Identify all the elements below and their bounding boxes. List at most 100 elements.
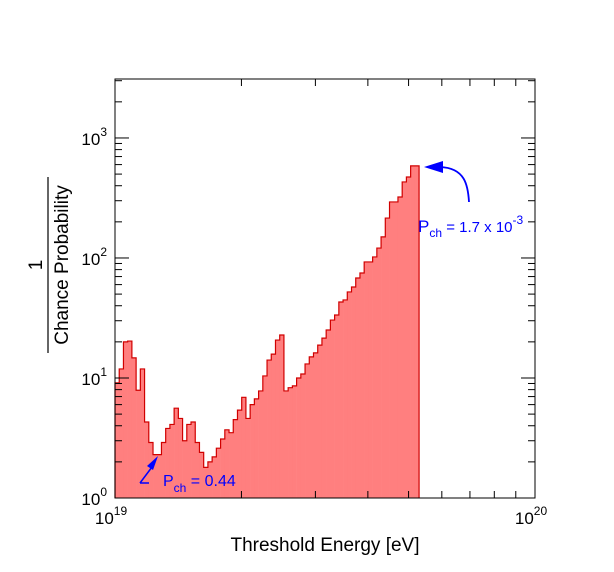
histogram-bar — [317, 345, 323, 498]
histogram-bar — [271, 354, 276, 498]
histogram-bar — [207, 461, 213, 498]
y-tick-label: 101 — [81, 365, 107, 389]
histogram-bar — [397, 197, 403, 498]
arrowhead-low-icon — [147, 456, 158, 470]
annotation-low-p: P — [163, 473, 174, 490]
histogram-bar — [224, 429, 230, 498]
histogram-bar — [140, 368, 145, 498]
histogram-bar — [220, 439, 226, 498]
x-tick-label: 1019 — [95, 504, 128, 528]
y-tick-exp: 3 — [100, 125, 107, 139]
x-tick-exp: 20 — [534, 504, 548, 518]
histogram-bar — [288, 387, 293, 498]
histogram-bar — [326, 330, 331, 498]
histogram-bar — [136, 390, 141, 498]
histogram-bar — [229, 432, 234, 498]
arrowhead-high-icon — [424, 161, 443, 173]
x-tick-exp: 19 — [114, 504, 128, 518]
histogram-bar — [212, 456, 217, 498]
annotation-low: Pch = 0.44 — [139, 456, 236, 495]
histogram-bar — [186, 424, 192, 498]
histogram-bar — [338, 301, 344, 498]
annotation-low-sub: ch — [174, 481, 187, 495]
histogram-bar — [165, 428, 171, 498]
histogram-bar — [393, 201, 399, 499]
histogram-bar — [321, 338, 327, 498]
histogram-bar — [157, 454, 162, 498]
histogram-bar — [283, 390, 289, 498]
y-axis-label: 1 Chance Probability — [26, 177, 73, 353]
y-tick-exp: 0 — [100, 485, 107, 499]
annotation-high-sub: ch — [429, 226, 442, 240]
histogram-bar — [148, 442, 154, 498]
histogram-outline — [114, 165, 420, 498]
histogram-bar — [330, 320, 335, 498]
histogram-bar — [169, 424, 175, 498]
histogram-bar — [127, 341, 133, 498]
y-tick-base: 10 — [81, 130, 100, 149]
y-tick-base: 10 — [81, 250, 100, 269]
x-tick-base: 10 — [95, 509, 114, 528]
y-label-numerator: 1 — [26, 260, 47, 271]
histogram-bar — [174, 408, 179, 498]
histogram-bar — [191, 421, 196, 498]
histogram-bar — [203, 467, 209, 498]
histogram-bar — [275, 340, 281, 498]
histogram-bar — [254, 398, 259, 498]
histogram-bar — [389, 201, 395, 499]
histogram-bar — [364, 261, 369, 498]
histogram-bar — [372, 256, 378, 498]
y-tick-exp: 1 — [100, 365, 107, 379]
histogram-bar — [296, 377, 302, 498]
histogram-bar — [216, 448, 221, 498]
histogram-bar — [178, 418, 183, 498]
histogram-bar — [119, 368, 124, 498]
histogram-bar — [233, 419, 238, 498]
annotation-high-text: = 1.7 x 10 — [442, 219, 512, 236]
plot-frame — [114, 78, 536, 499]
histogram-bar — [279, 335, 285, 498]
histogram-bar — [355, 278, 361, 498]
histogram-bar — [343, 299, 348, 498]
histogram-bar — [245, 418, 251, 498]
x-axis-label: Threshold Energy [eV] — [230, 535, 419, 556]
axis-ticks — [114, 79, 536, 499]
annotation-low-text: = 0.44 — [186, 473, 235, 490]
arrow-low-icon — [139, 466, 153, 484]
histogram-bar — [359, 272, 365, 498]
svg-text:Pch = 1.7 x 10-3: Pch = 1.7 x 10-3 — [418, 213, 523, 240]
histogram-bar — [385, 218, 390, 498]
histogram-bar — [267, 360, 272, 498]
svg-text:Pch = 0.44: Pch = 0.44 — [163, 473, 236, 495]
y-tick-label: 100 — [81, 485, 107, 509]
histogram-bar — [414, 165, 420, 498]
histogram-bar — [123, 341, 128, 498]
histogram-bar — [351, 287, 357, 498]
histogram-bar — [402, 181, 407, 498]
histogram-bar — [250, 404, 255, 498]
histogram-bar — [300, 373, 306, 498]
histogram-bar — [406, 176, 411, 498]
x-tick-base: 10 — [515, 509, 534, 528]
histogram-bar — [347, 291, 352, 498]
histogram-bar — [381, 236, 386, 498]
histogram-bar — [237, 410, 242, 498]
histogram-bar — [292, 385, 297, 498]
histogram-bar — [258, 390, 264, 498]
y-tick-label: 103 — [81, 125, 107, 149]
annotation-high: Pch = 1.7 x 10-3 — [418, 161, 523, 240]
histogram-bar — [313, 352, 319, 498]
y-label-denominator: Chance Probability — [52, 185, 73, 345]
histogram-bar — [262, 375, 268, 498]
histogram-bar — [182, 440, 188, 498]
histogram-bar — [131, 357, 137, 498]
y-tick-exp: 2 — [100, 245, 107, 259]
histogram-bars — [114, 165, 420, 499]
histogram-bar — [241, 397, 247, 498]
histogram-bar — [195, 442, 200, 498]
y-tick-label: 102 — [81, 245, 107, 269]
histogram-bar — [334, 314, 340, 498]
histogram-bar — [161, 442, 166, 498]
